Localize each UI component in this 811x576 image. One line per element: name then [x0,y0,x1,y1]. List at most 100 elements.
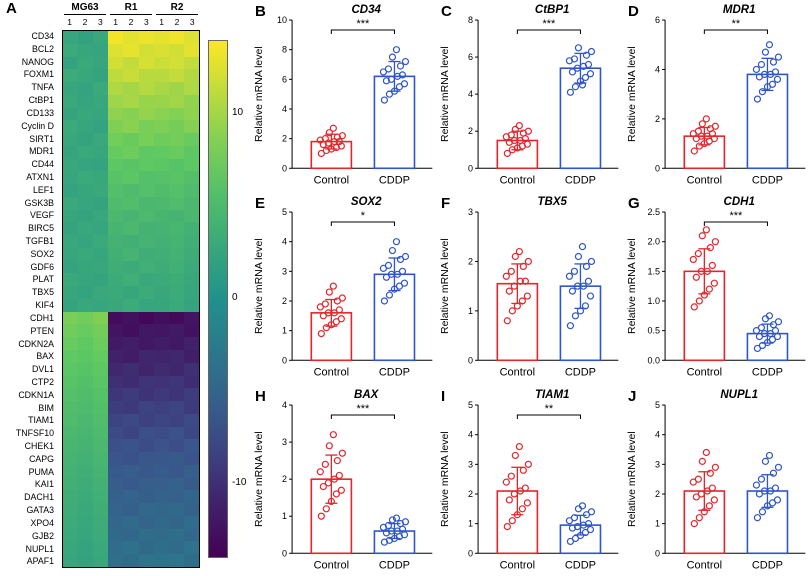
heatmap-cell [93,260,109,274]
data-point [382,77,391,85]
heatmap-cell [138,273,154,287]
heatmap-cell [183,273,199,287]
heatmap-cell [93,503,109,516]
gene-label: BIM [38,402,54,413]
heatmap-cell [123,388,139,402]
data-point [765,312,773,320]
data-point [516,442,524,450]
heatmap-cell [63,56,79,70]
axes [664,404,805,554]
heatmap-cell [93,554,109,567]
data-point [705,501,713,510]
heatmap-cell [183,490,199,504]
data-point [333,133,341,141]
heatmap-cell [138,209,154,223]
data-point [757,60,765,69]
gene-label: XPO4 [30,517,54,528]
data-point [396,62,405,70]
heatmap-cell [63,375,79,389]
heatmap-cell [63,515,79,529]
heatmap-cell [138,413,154,427]
heatmap-cell [168,158,184,172]
heatmap-cell [153,528,169,542]
replicate-label: 1 [113,17,119,27]
data-point [316,467,324,476]
gene-label: DVL1 [31,364,54,375]
heatmap-cell [123,222,139,236]
x-category-label: CDDP [379,559,410,571]
heatmap-cell [63,401,79,414]
gene-label: CD34 [31,31,55,41]
heatmap-cell [168,413,184,427]
data-point [392,46,401,54]
gene-label: PUMA [28,466,54,477]
gene-label: TNFSF10 [15,428,54,439]
heatmap-cell [183,82,199,95]
heatmap-cell [63,541,79,555]
heatmap-cell [63,337,79,350]
gene-label: BCL2 [31,43,54,54]
data-point [508,131,516,139]
heatmap-cell [168,426,184,440]
significance-bracket [330,221,395,227]
data-point [321,135,329,143]
data-point [327,497,335,505]
data-point [769,58,777,66]
panel-letter: G [628,195,640,212]
heatmap-cell [183,56,199,70]
y-tick-label: 0 [282,548,287,558]
gene-label: SIRT1 [29,133,54,144]
x-category-label: Control [686,559,721,571]
heatmap-cell [63,82,79,95]
heatmap-cell [78,413,94,427]
data-point [524,498,532,507]
heatmap-cell [123,528,139,542]
y-tick-label: 0 [282,163,287,173]
y-axis-label: Relative mRNA level [626,46,638,142]
heatmap-cell [168,503,184,516]
heatmap-cell [153,413,169,427]
heatmap-cell [168,235,184,248]
data-point [585,277,593,286]
heatmap-cell [78,209,94,223]
x-category-label: CDDP [752,367,783,379]
data-point [569,287,577,296]
heatmap-cell [63,94,79,108]
panel-title: CD34 [351,4,381,16]
data-point [511,282,519,291]
data-point [321,300,329,308]
heatmap-cell [183,184,199,197]
data-point [711,122,719,130]
heatmap-cell [123,337,139,350]
heatmap-cell [153,196,169,210]
heatmap-cell [78,298,94,312]
heatmap-cell [123,452,139,465]
significance-stars: ** [731,18,740,30]
heatmap-cell [78,401,94,414]
heatmap-cell [108,298,124,312]
heatmap-cell [93,286,109,299]
y-axis-label: Relative mRNA level [253,46,265,142]
heatmap-cell [138,145,154,159]
heatmap-cell [108,120,124,133]
gene-label: TIAM1 [28,415,54,426]
heatmap-cell [168,247,184,261]
data-point [702,115,710,123]
heatmap-cell [183,31,199,44]
heatmap-cell [153,69,169,82]
heatmap-cell [153,464,169,478]
heatmap-cell [153,286,169,299]
heatmap-cell [93,107,109,121]
y-axis-label: Relative mRNA level [439,431,451,527]
gene-label: MDR1 [29,146,54,157]
data-point [757,324,765,332]
colorbar-tick: 10 [232,107,244,118]
panel-letter: I [441,388,445,405]
data-point [384,262,393,270]
heatmap-cell [108,541,124,555]
heatmap-cell [93,349,109,363]
y-tick-label: 4 [655,429,660,439]
heatmap-cell [123,298,139,312]
data-point [761,48,769,56]
y-tick-label: 4 [655,64,660,74]
